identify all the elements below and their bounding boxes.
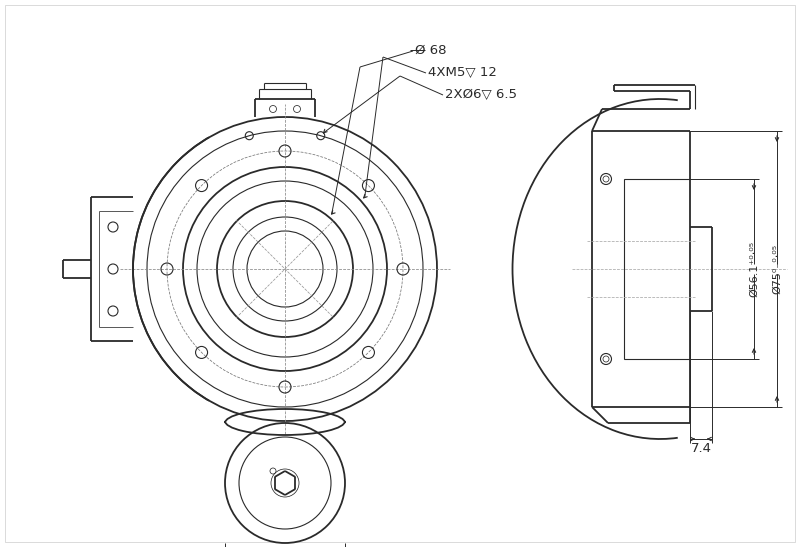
Text: Ø 68: Ø 68 <box>415 44 446 56</box>
Text: 2XØ6▽ 6.5: 2XØ6▽ 6.5 <box>445 88 517 101</box>
Text: 4XM5▽ 12: 4XM5▽ 12 <box>428 66 497 79</box>
Text: 7.4: 7.4 <box>690 443 711 456</box>
Text: Ø75⁰₋⁰⋅⁰⁵: Ø75⁰₋⁰⋅⁰⁵ <box>772 244 782 294</box>
Text: Ø56.1⁺⁰⋅⁰⁵: Ø56.1⁺⁰⋅⁰⁵ <box>749 241 759 297</box>
